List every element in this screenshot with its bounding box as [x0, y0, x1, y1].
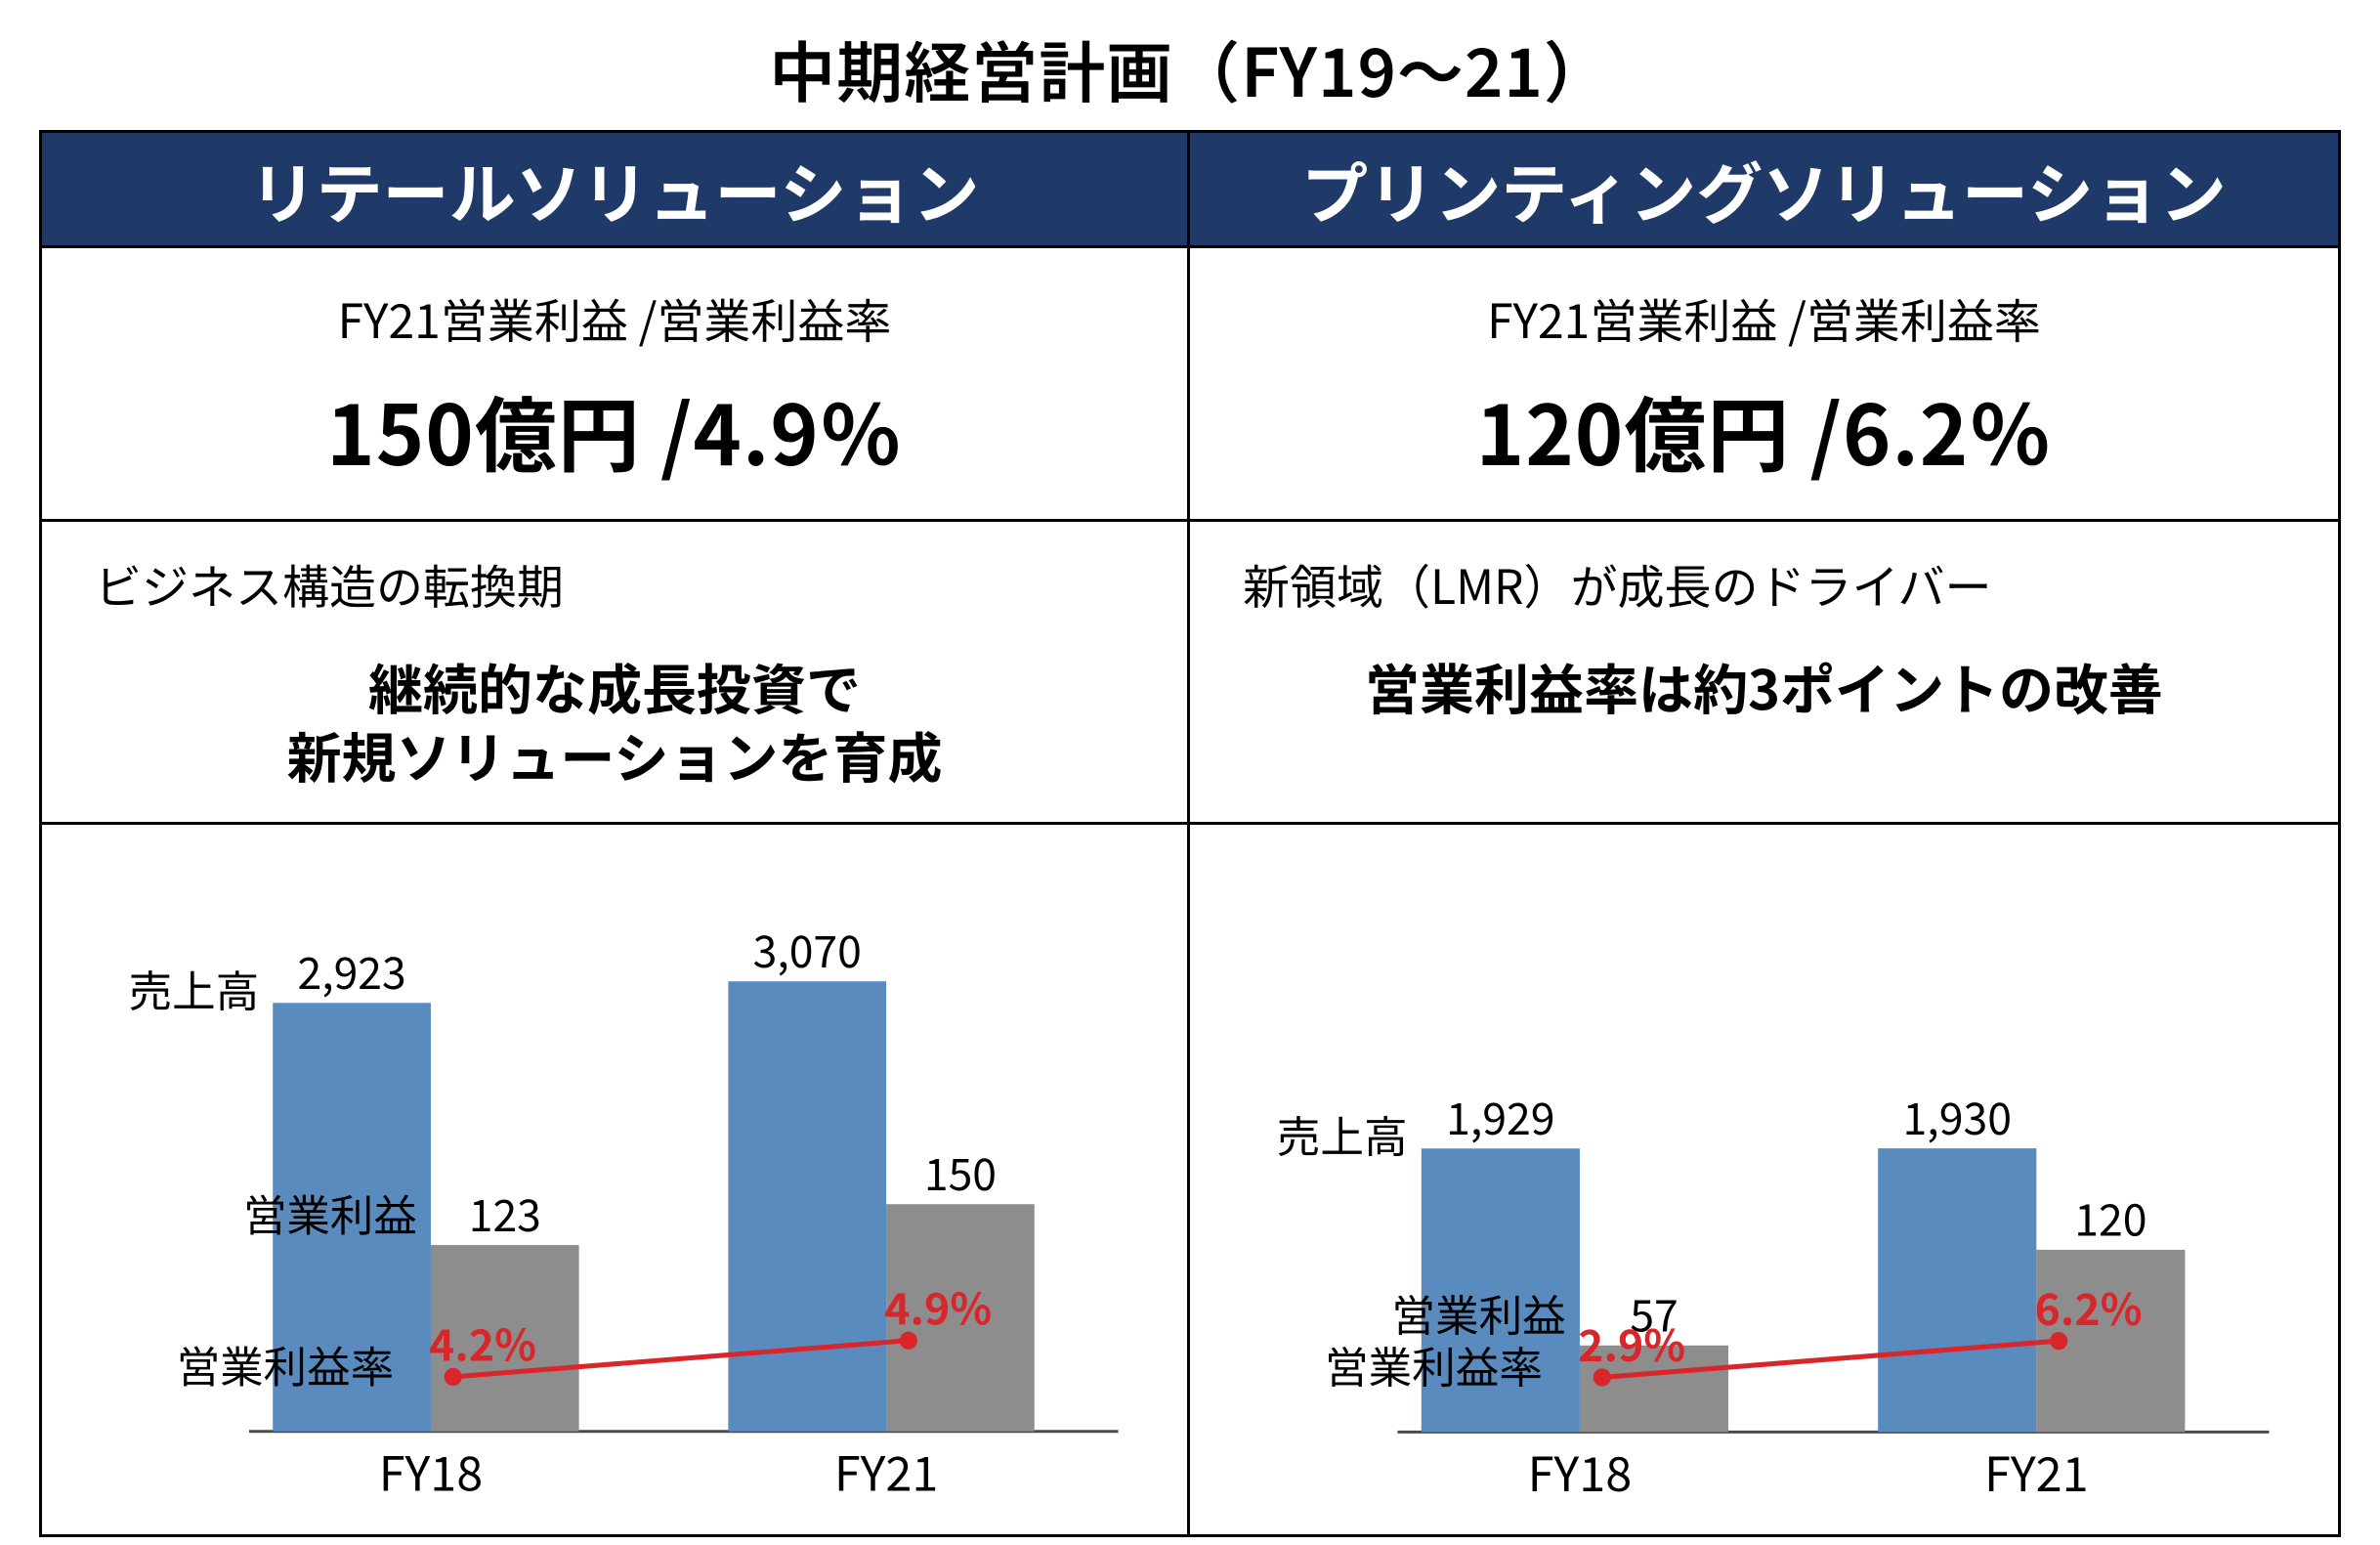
chart-svg: 1,92957FY181,930120FY212.9%6.2%売上高営業利益営業…	[1219, 844, 2309, 1524]
profit-value: 123	[469, 1180, 541, 1244]
sales-value: 1,930	[1903, 1084, 2012, 1147]
desc-headline: 営業利益率は約3ポイントの改善	[1219, 653, 2309, 721]
chart-printing: 1,92957FY181,930120FY212.9%6.2%売上高営業利益営業…	[1219, 844, 2309, 1524]
column-header-printing: プリンティングソリューション	[1190, 133, 2338, 248]
chart-retail: 2,923 123 FY18 3,070 150 FY21 4.2% 4.9% 売上高営業利益営…	[71, 844, 1158, 1524]
profit-label: 営業利益	[243, 1180, 417, 1244]
kpi-value: 120億円 /6.2％	[1219, 371, 2309, 490]
sales-value: 1,929	[1446, 1084, 1554, 1147]
sales-value: 3,070	[753, 917, 862, 980]
kpi-cell-printing: FY21営業利益 /営業利益率 120億円 /6.2％	[1190, 248, 2338, 522]
kpi-subtitle: FY21営業利益 /営業利益率	[1219, 283, 2309, 352]
x-label: FY18	[379, 1436, 483, 1504]
sales-label: 売上高	[1277, 1101, 1408, 1165]
desc-cell-retail: ビジネス構造の転換期 継続的な成長投資で新規ソリューションを育成	[42, 522, 1190, 825]
column-header-retail: リテールソリューション	[42, 133, 1190, 248]
sales-bar	[728, 981, 886, 1432]
plan-grid: リテールソリューション プリンティングソリューション FY21営業利益 /営業利…	[39, 130, 2341, 1537]
kpi-subtitle: FY21営業利益 /営業利益率	[71, 283, 1158, 352]
kpi-value: 150億円 /4.9％	[71, 371, 1158, 490]
desc-cell-printing: 新領域（LMR）が成長のドライバー 営業利益率は約3ポイントの改善	[1190, 522, 2338, 825]
margin-label: 営業利益率	[1325, 1333, 1543, 1396]
x-label: FY21	[834, 1436, 938, 1504]
margin-value: 2.9%	[1578, 1310, 1685, 1374]
x-label: FY18	[1528, 1438, 1633, 1506]
margin-value: 6.2%	[2035, 1274, 2143, 1338]
margin-value: 4.2%	[429, 1310, 536, 1374]
page-title: 中期経営計画（FY19～21）	[39, 20, 2341, 116]
kpi-cell-retail: FY21営業利益 /営業利益率 150億円 /4.9％	[42, 248, 1190, 522]
sales-bar	[1878, 1148, 2036, 1432]
profit-value: 120	[2074, 1185, 2146, 1249]
chart-cell-retail: 2,923 123 FY18 3,070 150 FY21 4.2% 4.9% 売上高営業利益営…	[42, 825, 1190, 1534]
x-label: FY21	[1984, 1438, 2089, 1506]
desc-headline: 継続的な成長投資で新規ソリューションを育成	[71, 653, 1158, 790]
sales-value: 2,923	[298, 938, 406, 1002]
desc-subtitle: 新領域（LMR）が成長のドライバー	[1219, 549, 2309, 618]
desc-subtitle: ビジネス構造の転換期	[71, 549, 1158, 618]
margin-value: 4.9%	[884, 1274, 992, 1338]
chart-svg: 2,923 123 FY18 3,070 150 FY21 4.2% 4.9% 売上高営業利益営…	[71, 844, 1158, 1524]
margin-label: 営業利益率	[177, 1332, 394, 1395]
chart-cell-printing: 1,92957FY181,930120FY212.9%6.2%売上高営業利益営業…	[1190, 825, 2338, 1534]
profit-value: 150	[924, 1139, 997, 1203]
sales-label: 売上高	[129, 956, 259, 1019]
